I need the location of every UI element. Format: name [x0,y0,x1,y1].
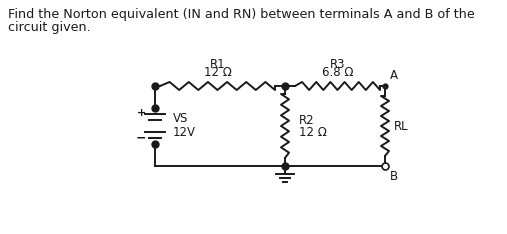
Text: +: + [136,108,146,118]
Text: 12 Ω: 12 Ω [204,66,231,79]
Text: VS: VS [173,111,189,124]
Text: R3: R3 [330,58,345,71]
Text: Find the Norton equivalent (IN and RN) between terminals A and B of the: Find the Norton equivalent (IN and RN) b… [8,8,475,21]
Text: RL: RL [394,120,409,132]
Text: A: A [390,69,398,82]
Text: B: B [390,170,398,183]
Text: circuit given.: circuit given. [8,21,91,34]
Text: −: − [136,132,146,145]
Text: 6.8 Ω: 6.8 Ω [322,66,353,79]
Text: 12 Ω: 12 Ω [299,125,327,139]
Text: R2: R2 [299,113,315,127]
Text: 12V: 12V [173,125,196,139]
Text: R1: R1 [210,58,225,71]
